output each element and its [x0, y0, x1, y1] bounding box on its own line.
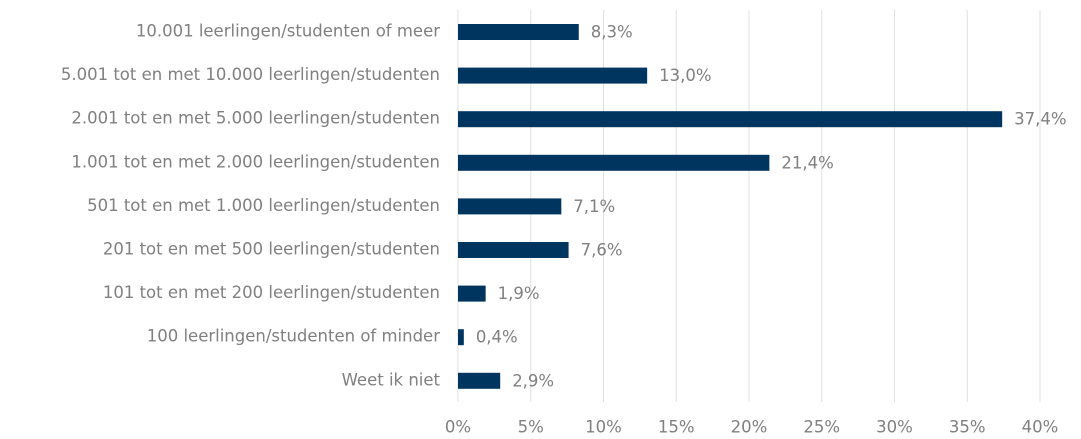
data-label: 21,4% [781, 153, 833, 172]
bar [458, 198, 562, 215]
x-tick-label: 25% [803, 418, 840, 437]
category-label: 1.001 tot en met 2.000 leerlingen/studen… [71, 152, 440, 171]
data-label: 37,4% [1014, 110, 1066, 129]
category-label: 2.001 tot en met 5.000 leerlingen/studen… [71, 109, 440, 128]
x-tick-label: 10% [585, 418, 622, 437]
bar [458, 67, 648, 84]
bar [458, 285, 486, 302]
bar [458, 154, 770, 171]
category-label: 100 leerlingen/studenten of minder [147, 327, 440, 346]
data-label: 1,9% [498, 284, 540, 303]
x-tick-label: 35% [949, 418, 986, 437]
category-label: 101 tot en met 200 leerlingen/studenten [103, 283, 440, 302]
bar [458, 24, 579, 40]
bar [458, 372, 501, 389]
x-tick-label: 15% [658, 418, 695, 437]
category-label: 5.001 tot en met 10.000 leerlingen/stude… [61, 65, 440, 84]
category-label: Weet ik niet [342, 370, 441, 389]
x-tick-label: 0% [445, 418, 471, 437]
data-label: 7,6% [581, 241, 623, 260]
x-tick-label: 5% [518, 418, 544, 437]
x-tick-label: 40% [1022, 418, 1059, 437]
data-label: 8,3% [591, 23, 633, 42]
category-label: 201 tot en met 500 leerlingen/studenten [103, 240, 440, 259]
category-label: 10.001 leerlingen/studenten of meer [136, 22, 440, 41]
bar [458, 111, 1003, 128]
category-label: 501 tot en met 1.000 leerlingen/studente… [87, 196, 440, 215]
data-label: 7,1% [573, 197, 615, 216]
x-tick-label: 30% [876, 418, 913, 437]
data-label: 13,0% [659, 66, 711, 85]
data-label: 2,9% [512, 371, 554, 390]
bar [458, 242, 569, 258]
bar [458, 329, 464, 346]
data-label: 0,4% [476, 328, 518, 347]
x-tick-label: 20% [731, 418, 768, 437]
